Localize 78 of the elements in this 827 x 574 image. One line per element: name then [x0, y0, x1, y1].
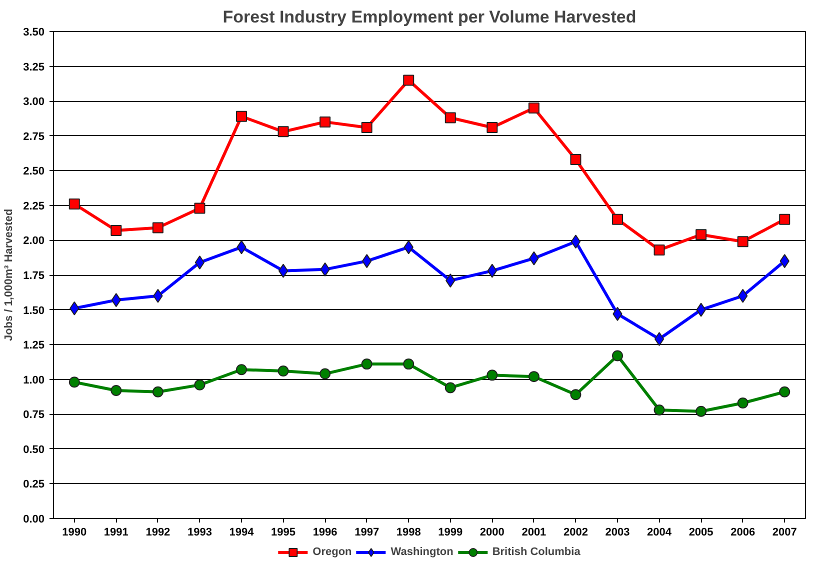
- x-tick-label: 1993: [187, 526, 212, 538]
- y-tick-label: 0.25: [23, 478, 45, 491]
- y-tick-label: 0.00: [23, 514, 45, 526]
- point: [320, 368, 331, 380]
- y-tick-label: 0.50: [23, 444, 45, 456]
- y-tick-label: 3.50: [23, 26, 45, 38]
- y-tick-label: 1.00: [23, 374, 45, 386]
- x-tick-label: 1996: [312, 526, 338, 538]
- x-tick-label: 2005: [688, 526, 714, 538]
- x-tick-label: 1994: [229, 526, 255, 538]
- point: [110, 385, 122, 396]
- x-tick-label: 1991: [104, 526, 128, 538]
- point: [278, 366, 289, 376]
- y-tick-label: 3.25: [23, 61, 45, 74]
- point: [68, 376, 80, 388]
- x-tick-label: 2001: [522, 526, 546, 538]
- point: [612, 214, 623, 225]
- x-tick-label: 2000: [480, 526, 504, 538]
- point: [486, 370, 498, 381]
- point: [654, 404, 665, 416]
- y-tick-label: 3.00: [23, 96, 45, 108]
- chart-title: Forest Industry Employment per Volume Harvested: [222, 8, 636, 26]
- point: [278, 264, 288, 278]
- point: [696, 406, 707, 417]
- point: [361, 122, 372, 134]
- point: [68, 198, 80, 210]
- y-tick-label: 2.75: [23, 130, 45, 143]
- point: [194, 202, 206, 214]
- point: [654, 332, 664, 346]
- x-tick-label: 1992: [146, 526, 170, 538]
- point: [152, 386, 164, 398]
- legend-label: British Columbia: [492, 546, 580, 558]
- point: [361, 358, 372, 370]
- x-tick-label: 1990: [62, 526, 87, 538]
- y-tick-label: 1.75: [23, 270, 45, 282]
- x-tick-label: 1998: [396, 526, 421, 538]
- legend-label: Oregon: [312, 546, 352, 558]
- point: [737, 398, 748, 408]
- y-axis-title: Jobs / 1,000m³ Harvested: [3, 208, 16, 342]
- point: [320, 116, 331, 128]
- point: [528, 371, 540, 382]
- point: [403, 358, 414, 370]
- x-tick-label: 1997: [354, 526, 380, 538]
- point: [779, 386, 790, 398]
- point: [570, 389, 582, 400]
- x-tick-label: 1999: [438, 526, 463, 538]
- point: [737, 236, 748, 248]
- y-tick-label: 1.50: [23, 304, 45, 317]
- y-tick-label: 2.50: [23, 166, 45, 178]
- point: [654, 244, 665, 256]
- point: [486, 122, 498, 134]
- point: [194, 255, 205, 270]
- point: [570, 154, 582, 166]
- x-tick-label: 2002: [563, 526, 588, 538]
- point: [110, 224, 122, 236]
- y-tick-label: 1.25: [23, 340, 45, 352]
- x-tick-label: 2003: [605, 526, 630, 538]
- x-tick-label: 2007: [772, 526, 797, 538]
- point: [444, 382, 456, 394]
- point: [236, 110, 247, 122]
- point: [278, 126, 289, 138]
- point: [236, 364, 247, 376]
- point: [570, 234, 581, 249]
- point: [403, 74, 414, 86]
- x-tick-label: 2004: [647, 526, 672, 538]
- y-tick-label: 0.75: [23, 409, 45, 422]
- point: [779, 214, 790, 225]
- point: [528, 102, 540, 114]
- y-tick-label: 2.25: [23, 200, 45, 212]
- legend-label: Washington: [390, 546, 454, 558]
- point: [194, 379, 206, 390]
- point: [696, 229, 707, 240]
- x-tick-label: 2006: [730, 526, 756, 538]
- x-tick-label: 1995: [271, 526, 296, 538]
- point: [444, 112, 456, 124]
- point: [612, 350, 623, 362]
- y-tick-label: 2.00: [23, 235, 45, 248]
- point: [152, 222, 164, 234]
